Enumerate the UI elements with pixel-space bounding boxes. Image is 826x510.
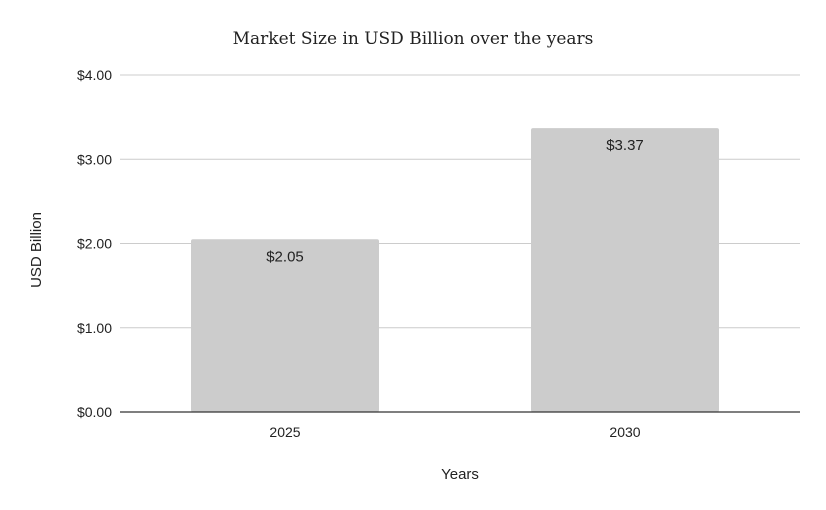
data-label: $3.37 bbox=[606, 137, 644, 154]
x-tick-label: 2030 bbox=[609, 424, 640, 440]
bar bbox=[191, 239, 379, 412]
x-axis-title: Years bbox=[441, 466, 479, 483]
y-tick-label: $0.00 bbox=[77, 404, 112, 420]
x-tick-label: 2025 bbox=[269, 424, 300, 440]
bar bbox=[531, 128, 719, 412]
y-tick-label: $4.00 bbox=[77, 67, 112, 83]
x-axis-ticks: 2025 2030 bbox=[269, 424, 640, 440]
chart-title: Market Size in USD Billion over the year… bbox=[233, 29, 594, 49]
data-label: $2.05 bbox=[266, 248, 304, 265]
y-axis-title: USD Billion bbox=[28, 212, 45, 288]
data-labels: $2.05 $3.37 bbox=[266, 137, 644, 265]
y-tick-label: $1.00 bbox=[77, 320, 112, 336]
bars bbox=[191, 128, 719, 412]
y-tick-label: $2.00 bbox=[77, 236, 112, 252]
y-axis-ticks: $0.00 $1.00 $2.00 $3.00 $4.00 bbox=[77, 67, 112, 420]
y-tick-label: $3.00 bbox=[77, 151, 112, 167]
